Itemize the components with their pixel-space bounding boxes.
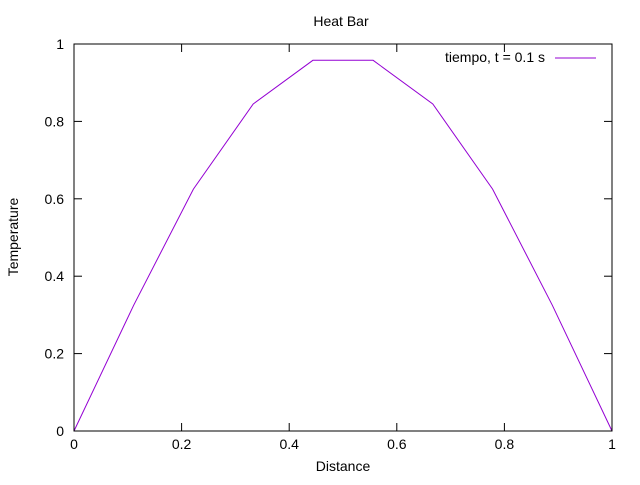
y-tick-label: 0 — [56, 423, 64, 439]
x-axis-ticks: 0 0.2 0.4 0.6 0.8 1 — [70, 44, 616, 452]
x-axis-label: Distance — [316, 458, 371, 474]
y-axis-ticks: 0 0.2 0.4 0.6 0.8 1 — [45, 36, 612, 439]
y-tick-label: 0.2 — [45, 346, 65, 362]
x-tick-label: 0.2 — [172, 436, 192, 452]
y-tick-label: 0.4 — [45, 268, 65, 284]
x-tick-label: 0.4 — [279, 436, 299, 452]
y-axis-label: Temperature — [5, 197, 21, 276]
plot-frame — [73, 43, 613, 432]
x-tick-label: 0.8 — [495, 436, 515, 452]
y-tick-label: 1 — [56, 36, 64, 52]
series-line — [73, 59, 613, 432]
y-tick-label: 0.6 — [45, 191, 65, 207]
x-tick-label: 1 — [608, 436, 616, 452]
x-tick-label: 0.6 — [387, 436, 407, 452]
x-tick-label: 0 — [70, 436, 78, 452]
chart-title: Heat Bar — [313, 13, 369, 29]
legend-label: tiempo, t = 0.1 s — [445, 49, 545, 65]
legend: tiempo, t = 0.1 s — [445, 49, 596, 65]
y-tick-label: 0.8 — [45, 113, 65, 129]
